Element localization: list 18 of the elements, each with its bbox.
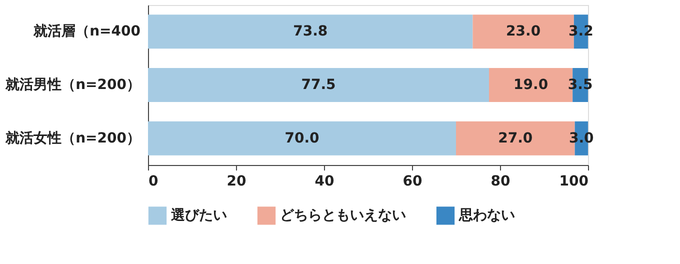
legend-label: どちらともいえない xyxy=(280,208,406,224)
y-tick-label: 就活女性（n=200） xyxy=(4,130,140,146)
x-tick-label: 40 xyxy=(314,174,334,190)
y-tick-label: 就活男性（n=200） xyxy=(4,77,140,93)
x-tick-label: 0 xyxy=(148,174,158,190)
x-tick-label: 100 xyxy=(559,174,589,190)
data-label: 77.5 xyxy=(301,77,336,93)
legend-label: 思わない xyxy=(458,208,515,224)
legend-label: 選びたい xyxy=(170,208,227,224)
data-label: 70.0 xyxy=(284,130,320,146)
data-label: 73.8 xyxy=(293,24,328,40)
y-tick-label: 就活層（n=400 xyxy=(32,24,141,40)
x-tick-label: 20 xyxy=(226,174,246,190)
data-label: 23.0 xyxy=(506,24,541,40)
data-label: 19.0 xyxy=(514,77,548,93)
x-tick-label: 60 xyxy=(402,174,422,190)
data-label: 27.0 xyxy=(498,130,533,146)
x-tick-label: 80 xyxy=(490,174,510,190)
